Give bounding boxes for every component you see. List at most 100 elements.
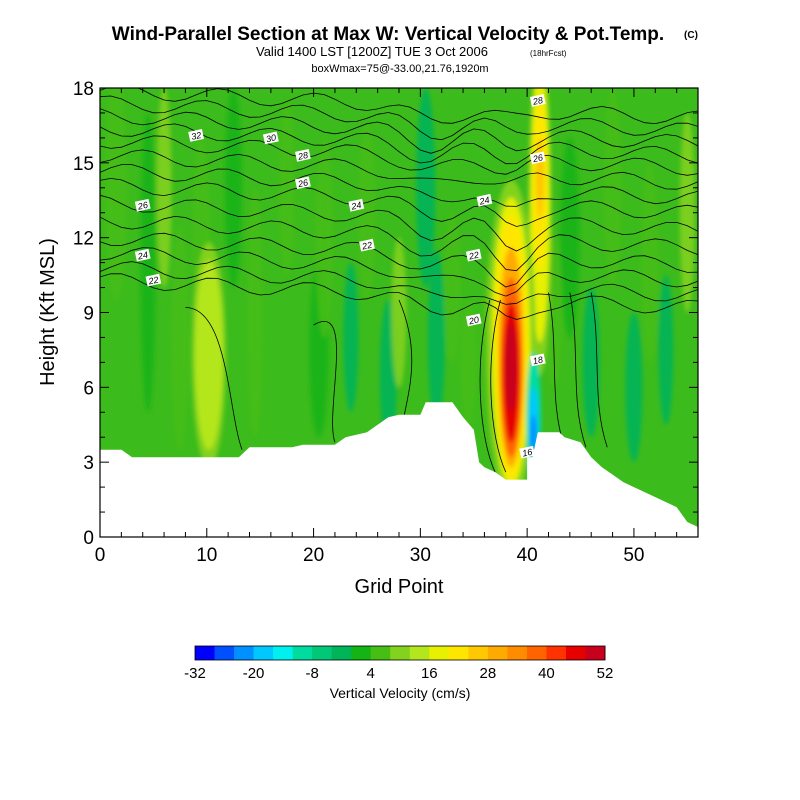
isentrope-label-text: 24 [478,195,491,207]
isentrope-label-box [359,238,375,252]
y-tick-label: 3 [83,453,94,474]
isentrope-label-text: 26 [296,177,309,189]
isentrope-label-text: 20 [467,315,480,327]
velocity-streak [343,262,359,413]
colorbar-swatch [448,646,469,660]
isentrope-label-box [134,248,151,262]
isentrope-label: 28 [295,149,311,162]
colorbar-swatch [409,646,430,660]
isentrope-label-box [465,313,482,327]
isentrope-label: 22 [465,248,482,262]
x-tick-label: 0 [95,545,106,566]
colorbar-label: Vertical Velocity (cm/s) [330,685,471,701]
isentrope-label-box [145,273,162,287]
colorbar-swatch [312,646,333,660]
colorbar-swatch [214,646,235,660]
isentrope-label-text: 28 [296,150,309,162]
plot-area: 32 30 28 26 26 24 22 24 22 22 24 20 18 16 28 26 [100,88,698,537]
velocity-streak [443,212,461,363]
isentrope-line [100,164,698,207]
colorbar-swatch [487,646,508,660]
colorbar [194,645,606,661]
colorbar-tick-label: 16 [421,665,438,682]
isentrope-label-box [188,129,204,142]
velocity-streak [105,88,127,301]
isentrope-label: 22 [359,238,375,252]
isentrope-label-text: 22 [360,240,373,252]
colorbar-swatch [507,646,528,660]
isentrope-label-box [295,176,311,190]
colorbar-swatch [273,646,294,660]
velocity-streak [416,88,436,288]
colorbar-tick-label: 4 [367,665,375,682]
isentrope-label: 26 [529,151,546,165]
isentrope-label: 22 [145,273,162,287]
colorbar-swatch [331,646,352,660]
isentrope-label: 16 [519,445,536,459]
velocity-streak [156,88,172,288]
isentrope-label-box [348,198,365,212]
colorbar-swatch [234,646,255,660]
y-tick-label: 0 [83,528,94,549]
colorbar-swatch [526,646,547,660]
isentrope-line [185,307,243,450]
isentrope-label: 24 [134,248,151,262]
isentrope-line [313,321,337,443]
colorbar-tick-label: 52 [597,665,614,682]
isentrope-label-box [529,151,546,165]
isentrope-line [548,292,565,448]
y-axis: 0 3 6 9 12 15 18 [73,79,698,549]
velocity-streak [247,187,263,438]
colorbar-swatch [390,646,411,660]
isentropes [100,88,698,473]
colorbar-swatch [195,646,216,660]
isentrope-line [100,232,698,288]
isentrope-label-text: 28 [531,95,544,107]
isentrope-line [590,292,608,448]
isentrope-label-text: 26 [531,152,544,164]
isentrope-label: 24 [476,193,493,207]
isentrope-label-text: 26 [136,200,149,212]
isentrope-label-box [295,149,311,162]
isentrope-line [100,273,698,320]
subtitle-note: (18hrFcst) [530,49,567,58]
colorbar-swatch [585,646,606,660]
isentrope-label: 32 [188,129,204,142]
colorbar-swatch [565,646,586,660]
colorbar-swatch [429,646,450,660]
isentrope-label-text: 22 [147,275,160,287]
y-axis-label: Height (Kft MSL) [37,238,59,386]
isentrope-label-box [529,94,546,107]
colorbar-swatch [351,646,372,660]
velocity-streak [171,224,189,450]
isentrope-label-box [519,445,536,459]
isentrope-line [100,177,698,227]
isentrope-label: 26 [295,176,311,189]
terrain [100,402,698,537]
velocity-streak [315,137,333,338]
isentrope-label-box [529,353,546,367]
isentrope-label: 30 [262,131,279,144]
colorbar-swatch [253,646,274,660]
velocity-streak [560,137,580,338]
colorbar-tick-label: -32 [184,665,206,682]
isentrope-label-text: 24 [349,200,362,212]
isentrope-line [100,194,698,252]
isentrope-label: 18 [529,353,546,367]
velocity-streak [658,274,674,425]
isentrope-line [100,135,698,176]
chart-subtitle: Valid 1400 LST [1200Z] TUE 3 Oct 2006 [256,44,488,59]
isentrope-label: 24 [348,198,365,212]
isentrope-label-text: 32 [190,130,202,142]
x-tick-label: 30 [410,545,431,566]
isentrope-label-text: 24 [136,250,149,262]
colorbar-swatch [292,646,313,660]
isentrope-label-box [465,248,482,262]
isentrope-line [398,299,413,415]
colorbar-ticks: -32 -20 -8 4 16 28 40 52 [184,665,613,682]
isentrope-line [479,299,496,473]
velocity-streak [460,299,476,425]
velocity-streak [224,88,243,288]
velocity-streak [279,100,295,276]
